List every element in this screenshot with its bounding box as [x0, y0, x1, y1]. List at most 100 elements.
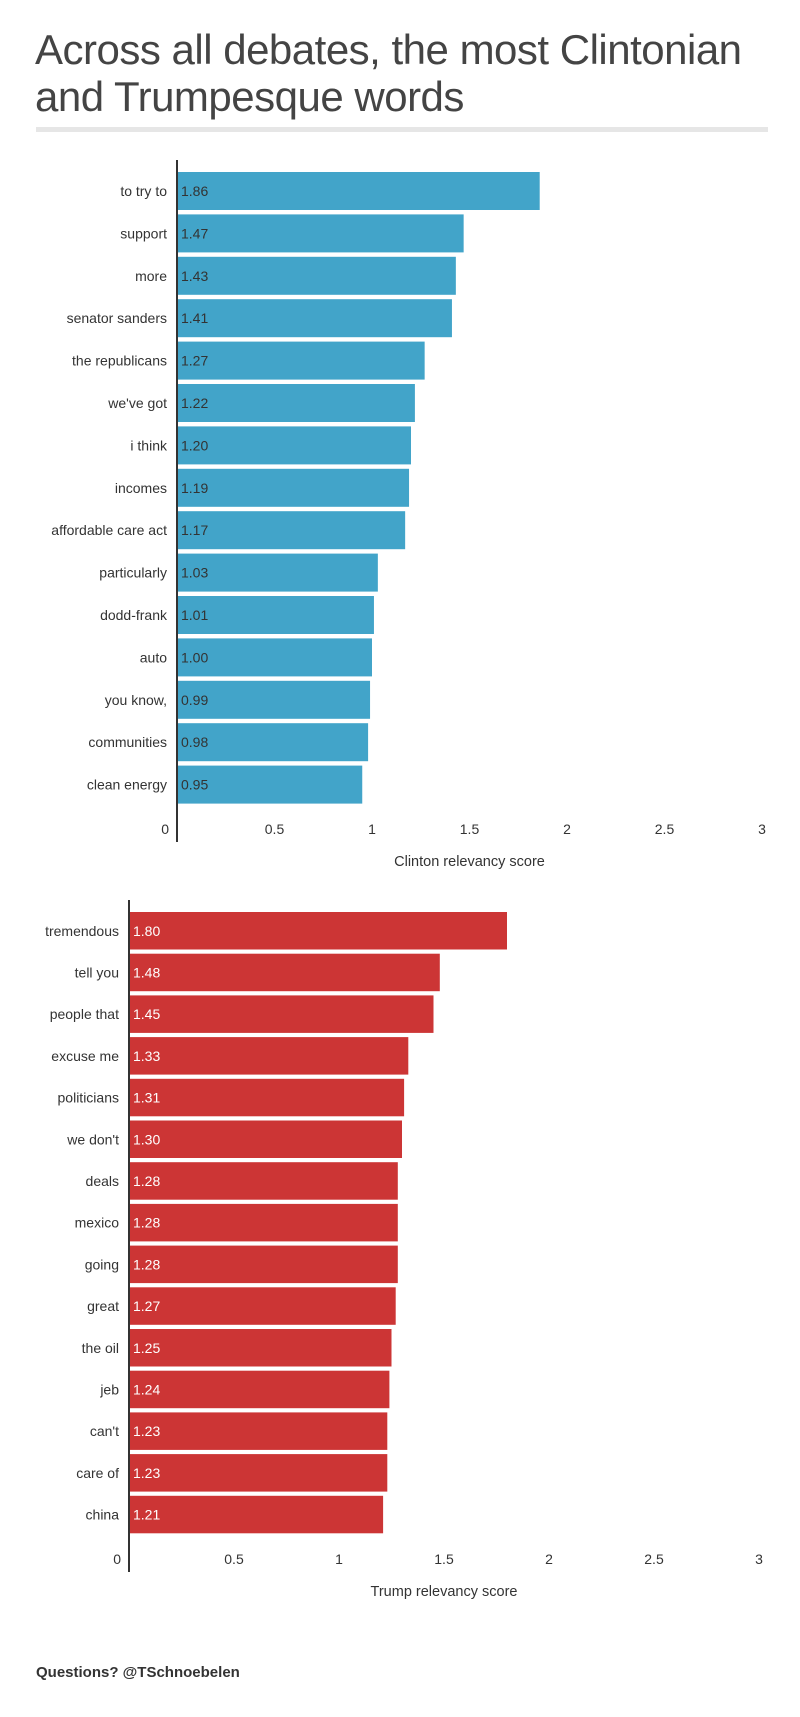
category-label: deals [86, 1173, 119, 1189]
bar-group: auto 1.00 [140, 638, 372, 677]
category-label: tell you [75, 964, 119, 980]
value-label: 0.95 [181, 777, 208, 793]
bar-group: particularly 1.03 [99, 553, 378, 592]
bar [129, 1037, 409, 1075]
category-label: tremendous [45, 923, 119, 939]
bar-group: can't 1.23 [90, 1412, 388, 1450]
x-tick-label: 0.5 [265, 821, 285, 837]
bar [177, 553, 378, 592]
value-label: 1.01 [181, 607, 208, 623]
trump-chart: tremendous 1.80 tell you 1.48 people that 1.4… [45, 900, 763, 1600]
category-label: particularly [99, 565, 167, 581]
x-tick-label: 2.5 [655, 821, 675, 837]
bar [129, 995, 434, 1033]
category-label: communities [88, 734, 167, 750]
category-label: affordable care act [51, 522, 167, 538]
bar [129, 1495, 384, 1534]
value-label: 1.00 [181, 649, 208, 665]
x-tick-label: 0 [161, 821, 169, 837]
bar-group: affordable care act 1.17 [51, 511, 406, 550]
bar [177, 256, 456, 295]
bar [177, 341, 425, 380]
value-label: 1.28 [133, 1173, 160, 1189]
bar [177, 638, 372, 677]
value-label: 1.41 [181, 310, 208, 326]
value-label: 1.43 [181, 268, 208, 284]
category-label: to try to [120, 183, 167, 199]
bar [129, 1287, 396, 1325]
x-tick-label: 2 [545, 1551, 553, 1567]
category-label: we've got [107, 395, 167, 411]
category-label: senator sanders [67, 310, 167, 326]
category-label: i think [130, 437, 168, 453]
category-label: dodd-frank [100, 607, 168, 623]
bar-group: tremendous 1.80 [45, 912, 507, 950]
category-label: great [87, 1298, 119, 1314]
x-axis-title: Trump relevancy score [371, 1584, 518, 1600]
bar-group: more 1.43 [135, 256, 456, 295]
value-label: 1.80 [133, 923, 160, 939]
clinton-chart: to try to 1.86 support 1.47 more 1.43 senator … [51, 160, 766, 870]
bar-group: deals 1.28 [86, 1162, 398, 1200]
bar-group: senator sanders 1.41 [67, 299, 452, 338]
category-label: incomes [115, 480, 167, 496]
category-label: you know, [105, 692, 167, 708]
bar-group: politicians 1.31 [58, 1078, 405, 1117]
value-label: 1.23 [133, 1465, 160, 1481]
value-label: 0.98 [181, 734, 208, 750]
bar [177, 426, 411, 465]
value-label: 1.22 [181, 395, 208, 411]
bar-group: support 1.47 [120, 214, 464, 253]
x-tick-label: 2.5 [644, 1551, 664, 1567]
value-label: 1.23 [133, 1423, 160, 1439]
bar-group: people that 1.45 [50, 995, 434, 1033]
value-label: 1.27 [133, 1298, 160, 1314]
bar-group: to try to 1.86 [120, 172, 540, 210]
bar-group: jeb 1.24 [99, 1370, 390, 1409]
category-label: politicians [58, 1090, 119, 1106]
value-label: 1.21 [133, 1507, 160, 1523]
bar [177, 214, 464, 253]
value-label: 1.45 [133, 1006, 160, 1022]
category-label: going [85, 1256, 119, 1272]
category-label: mexico [75, 1215, 120, 1231]
bar-group: china 1.21 [86, 1495, 384, 1534]
value-label: 1.33 [133, 1048, 160, 1064]
value-label: 1.28 [133, 1215, 160, 1231]
value-label: 1.03 [181, 565, 208, 581]
bar [177, 172, 540, 210]
value-label: 1.20 [181, 437, 208, 453]
value-label: 1.24 [133, 1381, 160, 1397]
category-label: the oil [82, 1340, 119, 1356]
bar [129, 1245, 398, 1284]
bar [129, 1120, 402, 1158]
category-label: support [120, 225, 167, 241]
bar [129, 1454, 388, 1492]
bar [177, 511, 406, 550]
page-title: Across all debates, the most Clintonian … [35, 26, 742, 120]
value-label: 0.99 [181, 692, 208, 708]
value-label: 1.25 [133, 1340, 160, 1356]
x-tick-label: 0 [113, 1551, 121, 1567]
value-label: 1.31 [133, 1090, 160, 1106]
value-label: 1.86 [181, 183, 208, 199]
x-axis-title: Clinton relevancy score [394, 854, 545, 870]
value-label: 1.19 [181, 480, 208, 496]
category-label: jeb [99, 1381, 119, 1397]
bar-group: tell you 1.48 [75, 953, 440, 992]
bar-group: communities 0.98 [88, 723, 369, 762]
x-tick-label: 3 [758, 821, 766, 837]
bar [129, 1162, 398, 1200]
category-label: the republicans [72, 353, 167, 369]
bar-group: the republicans 1.27 [72, 341, 425, 380]
bar [129, 1412, 388, 1450]
x-tick-label: 1.5 [460, 821, 480, 837]
bar-group: dodd-frank 1.01 [100, 596, 374, 634]
bar-group: going 1.28 [85, 1245, 398, 1284]
bar-group: the oil 1.25 [82, 1329, 392, 1367]
category-label: excuse me [51, 1048, 119, 1064]
title-divider [36, 127, 768, 132]
bar-group: great 1.27 [87, 1287, 396, 1325]
x-tick-label: 3 [755, 1551, 763, 1567]
bar [177, 596, 374, 634]
